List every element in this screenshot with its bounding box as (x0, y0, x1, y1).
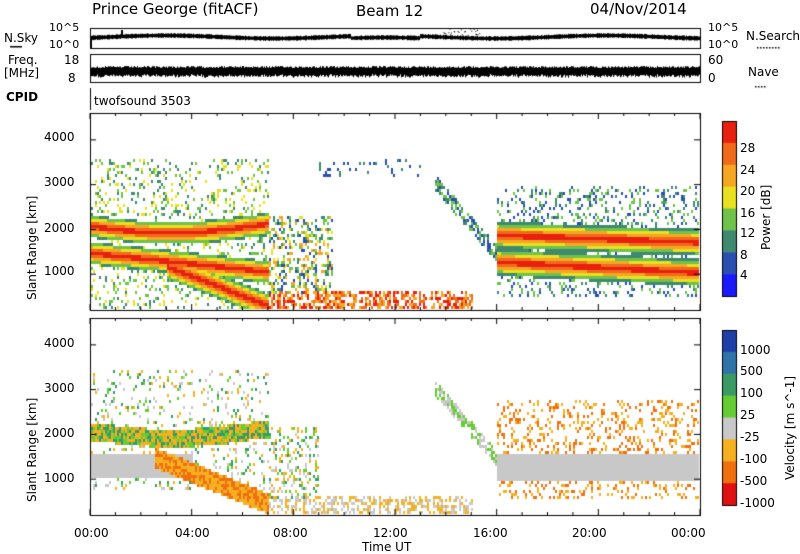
nave-tick-bottom: 0 (708, 71, 716, 85)
nsearch-tick-top: 10^5 (708, 21, 739, 34)
xtick-2000: 20:00 (572, 526, 607, 540)
power-ytick-1000: 1000 (44, 264, 75, 278)
velocity-ylabel: Slant Range [km] (25, 397, 39, 502)
xtick-2400: 00:00 (671, 526, 706, 540)
vel-cbar-label: Velocity [m s^-1] (783, 375, 797, 480)
power-cbar-20: 20 (740, 184, 756, 198)
power-cbar-4: 4 (740, 268, 748, 282)
cpid-program: twofsound 3503 (94, 94, 191, 108)
x-axis-label: Time UT (362, 540, 412, 554)
vel-cbar-m100: -100 (740, 452, 768, 466)
vel-cbar-m1000: -1000 (740, 496, 775, 510)
vel-ytick-3000: 3000 (44, 381, 75, 395)
nave-label: Nave (748, 65, 779, 79)
vel-ytick-1000: 1000 (44, 471, 75, 485)
vel-ytick-2000: 2000 (44, 426, 75, 440)
vel-cbar-m500: -500 (740, 474, 768, 488)
power-cbar-24: 24 (740, 163, 756, 177)
vel-cbar-25: 25 (740, 408, 756, 422)
power-ytick-4000: 4000 (44, 130, 75, 144)
nsearch-label: N.Search (746, 29, 800, 43)
xtick-0400: 04:00 (175, 526, 210, 540)
xtick-1600: 16:00 (473, 526, 508, 540)
vel-ytick-4000: 4000 (44, 336, 75, 350)
power-ytick-3000: 3000 (44, 175, 75, 189)
nsky-label: N.Sky (4, 31, 39, 45)
freq-tick-bottom: 8 (68, 71, 76, 85)
nave-tick-top: 60 (708, 53, 724, 67)
vel-cbar-500: 500 (740, 364, 763, 378)
xtick-0800: 08:00 (273, 526, 308, 540)
freq-unit-label: [MHz] (4, 66, 40, 80)
power-ytick-2000: 2000 (44, 221, 75, 235)
power-cbar-28: 28 (740, 141, 756, 155)
station-title: Prince George (fitACF) (92, 0, 259, 18)
cpid-label: CPID (6, 90, 39, 104)
beam-title: Beam 12 (356, 2, 424, 20)
power-cbar-12: 12 (740, 226, 756, 240)
nsearch-tick-bottom: 10^0 (708, 38, 739, 51)
xtick-0000: 00:00 (74, 526, 109, 540)
vel-cbar-1000: 1000 (740, 343, 771, 357)
xtick-1200: 12:00 (373, 526, 408, 540)
freq-label: Freq. (8, 53, 38, 67)
vel-cbar-m25: -25 (740, 430, 760, 444)
power-cbar-8: 8 (740, 248, 748, 262)
vel-cbar-100: 100 (740, 386, 763, 400)
nsky-tick-top: 10^5 (49, 21, 80, 34)
power-cbar-label: Power [dB] (759, 184, 773, 250)
date-title: 04/Nov/2014 (590, 0, 687, 18)
nsky-tick-bottom: 10^0 (49, 38, 80, 51)
power-ylabel: Slant Range [km] (25, 195, 39, 300)
freq-tick-top: 18 (64, 53, 80, 67)
power-cbar-16: 16 (740, 206, 756, 220)
